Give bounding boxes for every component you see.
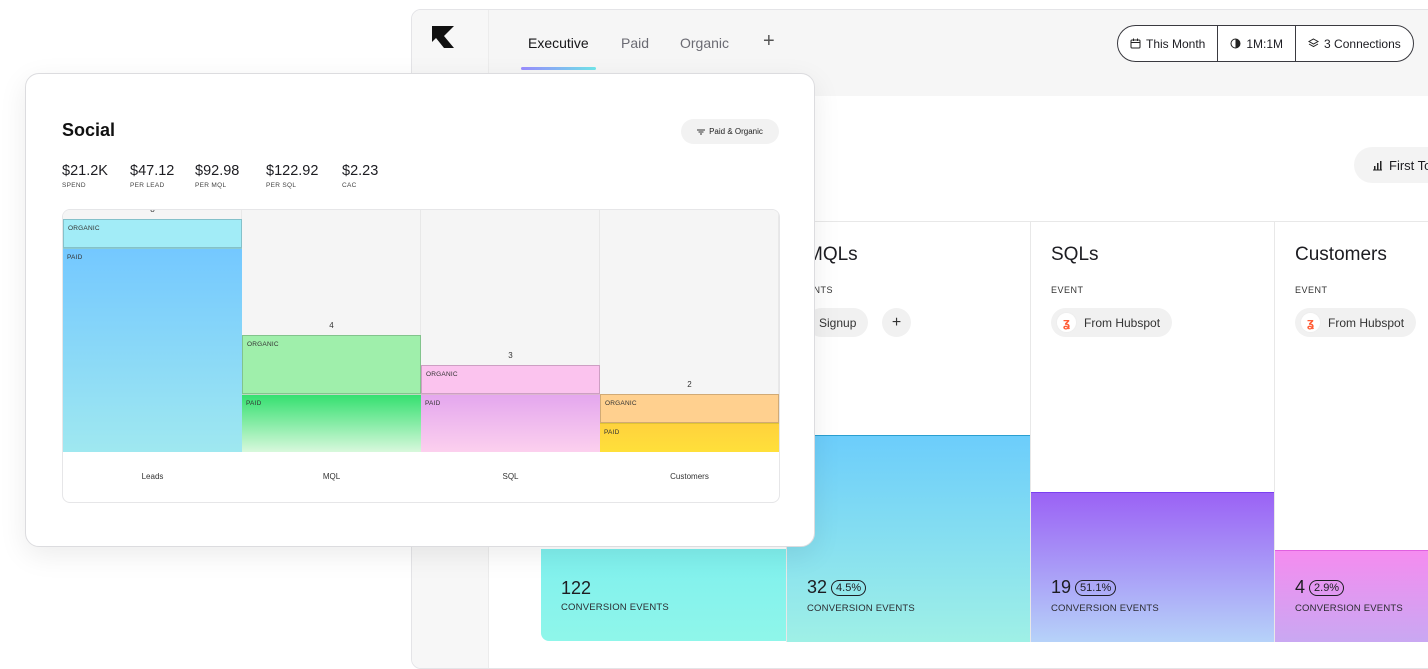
active-tab-indicator xyxy=(521,67,596,70)
funnel-column-sqls: SQLs EVENT ʓ From Hubspot 19 51.1% CONVERS… xyxy=(1030,222,1275,642)
funnel-area: 122 CONVERSION EVENTS MQLs ENTS Signup +… xyxy=(541,221,1428,642)
stacked-bar-chart: PAID ORGANIC 8 Leads PAID ORGANIC 4 MQL PAID ORGA… xyxy=(62,209,780,503)
date-range-label: This Month xyxy=(1146,36,1206,51)
metric-per-sql: $122.92 PER SQL xyxy=(266,163,319,189)
segment-label: ORGANIC xyxy=(426,370,458,378)
add-tab-icon[interactable]: + xyxy=(763,30,775,52)
bar-organic-customers: ORGANIC xyxy=(600,393,779,423)
tab-organic[interactable]: Organic xyxy=(680,35,730,51)
metric-cac: $2.23 CAC xyxy=(342,163,379,189)
event-pill[interactable]: ʓ From Hubspot xyxy=(1295,308,1417,337)
connections-label: 3 Connections xyxy=(1324,36,1401,51)
metric-per-lead: $47.12 PER LEAD xyxy=(130,163,175,189)
bar-total-label: 8 xyxy=(150,209,155,214)
event-label: EVENT xyxy=(1295,285,1328,295)
toolbar: This Month 1M:1M 3 Connections xyxy=(1117,25,1414,62)
connections-button[interactable]: 3 Connections xyxy=(1295,26,1413,61)
segment-label: ORGANIC xyxy=(605,399,637,407)
segment-label: ORGANIC xyxy=(68,224,100,232)
x-axis-label: SQL xyxy=(502,472,519,481)
segment-label: PAID xyxy=(67,253,83,261)
layers-icon xyxy=(1308,38,1320,48)
funnel-caption: CONVERSION EVENTS xyxy=(561,602,669,613)
column-title: SQLs xyxy=(1051,244,1099,265)
funnel-caption: CONVERSION EVENTS xyxy=(807,603,915,614)
funnel-value: 32 4.5% xyxy=(807,577,867,598)
funnel-caption: CONVERSION EVENTS xyxy=(1051,603,1159,614)
x-axis-label: Leads xyxy=(141,472,164,481)
bar-paid-customers: PAID xyxy=(600,422,779,452)
segment-label: PAID xyxy=(604,428,620,436)
attribution-label: 1M:1M xyxy=(1246,36,1284,51)
logo-icon xyxy=(432,26,454,48)
social-card: Social Paid & Organic $21.2K SPEND $47.12… xyxy=(25,73,815,547)
metric-spend: $21.2K SPEND xyxy=(62,163,108,189)
column-title: MQLs xyxy=(807,244,858,265)
bar-total-label: 2 xyxy=(687,379,692,389)
funnel-bar-mqls: 32 4.5% CONVERSION EVENTS xyxy=(787,435,1031,642)
funnel-value: 4 2.9% xyxy=(1295,577,1345,598)
funnel-value: 19 51.1% xyxy=(1051,577,1117,598)
bar-paid-mql: PAID xyxy=(242,393,421,452)
bar-paid-sql: PAID xyxy=(421,393,600,452)
funnel-bar-leads: 122 CONVERSION EVENTS xyxy=(541,549,786,641)
bar-organic-sql: ORGANIC xyxy=(421,364,600,394)
calendar-icon xyxy=(1130,38,1141,49)
bar-paid-leads: PAID xyxy=(63,247,242,452)
funnel-column-customers: Customers EVENT ʓ From Hubspot 4 2.9% CONV… xyxy=(1274,222,1428,642)
bar-organic-leads: ORGANIC xyxy=(63,218,242,248)
date-range-button[interactable]: This Month xyxy=(1118,26,1217,61)
funnel-bar-customers: 4 2.9% CONVERSION EVENTS xyxy=(1275,550,1428,642)
card-title: Social xyxy=(62,120,116,140)
event-pill[interactable]: Signup xyxy=(807,308,869,337)
filter-label: Paid & Organic xyxy=(709,127,763,136)
bar-organic-mql: ORGANIC xyxy=(242,335,421,394)
x-axis-label: Customers xyxy=(670,472,709,481)
filter-button[interactable]: Paid & Organic xyxy=(681,119,779,144)
funnel-column-mqls: MQLs ENTS Signup + 32 4.5% CONVERSION EVE… xyxy=(786,222,1031,642)
bar-total-label: 4 xyxy=(329,321,334,331)
event-pill[interactable]: ʓ From Hubspot xyxy=(1051,308,1173,337)
bar-total-label: 3 xyxy=(508,350,513,360)
contrast-icon xyxy=(1230,38,1241,49)
event-label: EVENT xyxy=(1051,285,1084,295)
tab-paid[interactable]: Paid xyxy=(621,35,650,51)
event-label: ENTS xyxy=(807,285,834,295)
funnel-caption: CONVERSION EVENTS xyxy=(1295,603,1403,614)
model-button[interactable]: First To xyxy=(1354,147,1428,183)
segment-label: PAID xyxy=(425,399,441,407)
attribution-button[interactable]: 1M:1M xyxy=(1217,26,1295,61)
add-event-icon[interactable]: + xyxy=(882,308,911,337)
funnel-bar-sqls: 19 51.1% CONVERSION EVENTS xyxy=(1031,492,1275,642)
segment-label: PAID xyxy=(246,399,262,407)
column-title: Customers xyxy=(1295,244,1387,265)
hubspot-icon: ʓ xyxy=(1056,312,1077,333)
tab-executive[interactable]: Executive xyxy=(528,35,589,51)
metric-per-mql: $92.98 PER MQL xyxy=(195,163,240,189)
filter-icon xyxy=(697,129,706,134)
hubspot-icon: ʓ xyxy=(1300,312,1321,333)
funnel-value: 122 xyxy=(561,578,592,598)
segment-label: ORGANIC xyxy=(247,341,279,349)
x-axis-label: MQL xyxy=(322,472,341,481)
chart-icon xyxy=(1373,160,1382,170)
model-button-label: First To xyxy=(1389,157,1428,173)
